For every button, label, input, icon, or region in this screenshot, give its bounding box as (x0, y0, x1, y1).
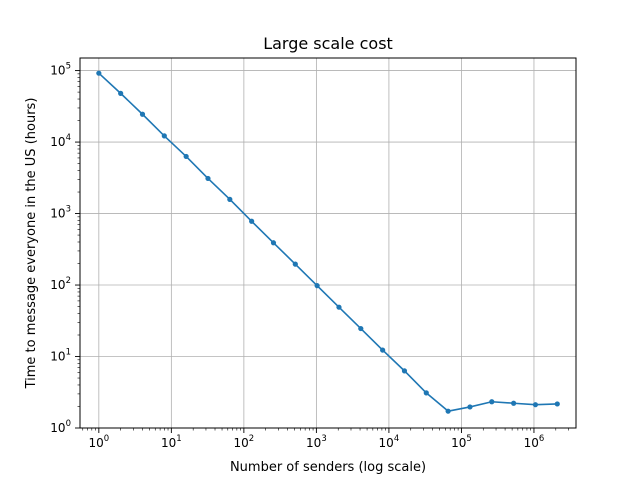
x-tick-exponent: 4 (394, 434, 399, 444)
y-tick-exponent: 2 (66, 276, 71, 286)
x-axis-label: Number of senders (log scale) (230, 460, 426, 475)
x-axis-ticks: 100 101 102 103 104 105 106 (82, 428, 569, 450)
x-tick-base: 10 (379, 436, 394, 450)
y-tick-exponent: 4 (66, 133, 71, 143)
y-tick-label: 104 (50, 133, 71, 149)
y-tick-base: 10 (50, 207, 65, 221)
x-tick-exponent: 3 (321, 434, 326, 444)
y-tick-exponent: 5 (66, 62, 71, 72)
chart-title: Large scale cost (263, 34, 393, 53)
data-point (445, 408, 451, 414)
x-tick-base: 10 (88, 436, 103, 450)
x-tick-label: 104 (379, 434, 400, 450)
y-tick-label: 102 (50, 276, 71, 292)
x-tick-label: 102 (234, 434, 255, 450)
y-tick-exponent: 1 (66, 348, 71, 358)
series-layer (96, 70, 560, 414)
x-tick-label: 106 (524, 434, 545, 450)
data-point (380, 347, 386, 353)
data-point (161, 133, 167, 139)
x-tick-base: 10 (234, 436, 249, 450)
x-tick-label: 103 (306, 434, 327, 450)
x-tick-base: 10 (524, 436, 539, 450)
y-tick-base: 10 (50, 135, 65, 149)
x-tick-base: 10 (451, 436, 466, 450)
data-point (227, 196, 233, 202)
x-tick-exponent: 5 (466, 434, 471, 444)
y-axis-label: Time to message everyone in the US (hour… (24, 98, 39, 390)
y-tick-label: 105 (50, 62, 71, 78)
x-tick-label: 101 (161, 434, 182, 450)
x-tick-base: 10 (306, 436, 321, 450)
x-tick-base: 10 (161, 436, 176, 450)
y-tick-base: 10 (50, 421, 65, 435)
data-point (292, 261, 298, 267)
y-tick-base: 10 (50, 64, 65, 78)
y-tick-label: 103 (50, 205, 71, 221)
data-point (489, 399, 495, 405)
y-tick-exponent: 0 (66, 419, 71, 429)
y-tick-label: 101 (50, 348, 71, 364)
y-tick-base: 10 (50, 350, 65, 364)
data-point (532, 402, 539, 408)
data-point (118, 90, 124, 96)
plot-frame (79, 57, 577, 429)
data-point (314, 283, 320, 289)
data-point (511, 400, 517, 406)
y-tick-label: 100 (50, 419, 71, 435)
data-point (249, 218, 255, 224)
x-tick-label: 100 (88, 434, 109, 450)
data-point (183, 153, 189, 160)
data-point (270, 240, 277, 246)
x-tick-exponent: 1 (176, 434, 181, 444)
x-tick-exponent: 2 (249, 434, 254, 444)
grid (80, 58, 576, 429)
data-point (467, 404, 473, 410)
data-point (139, 111, 146, 117)
data-point (401, 368, 408, 374)
y-tick-base: 10 (50, 278, 65, 292)
x-tick-label: 105 (451, 434, 472, 450)
y-tick-exponent: 3 (66, 205, 71, 215)
data-point (205, 175, 211, 182)
data-point (96, 70, 102, 76)
series-line (98, 72, 558, 412)
x-tick-exponent: 6 (539, 434, 544, 444)
data-point (336, 304, 342, 310)
data-point (358, 325, 364, 332)
x-tick-exponent: 0 (104, 434, 109, 444)
data-point (423, 390, 429, 396)
data-point (554, 401, 560, 407)
